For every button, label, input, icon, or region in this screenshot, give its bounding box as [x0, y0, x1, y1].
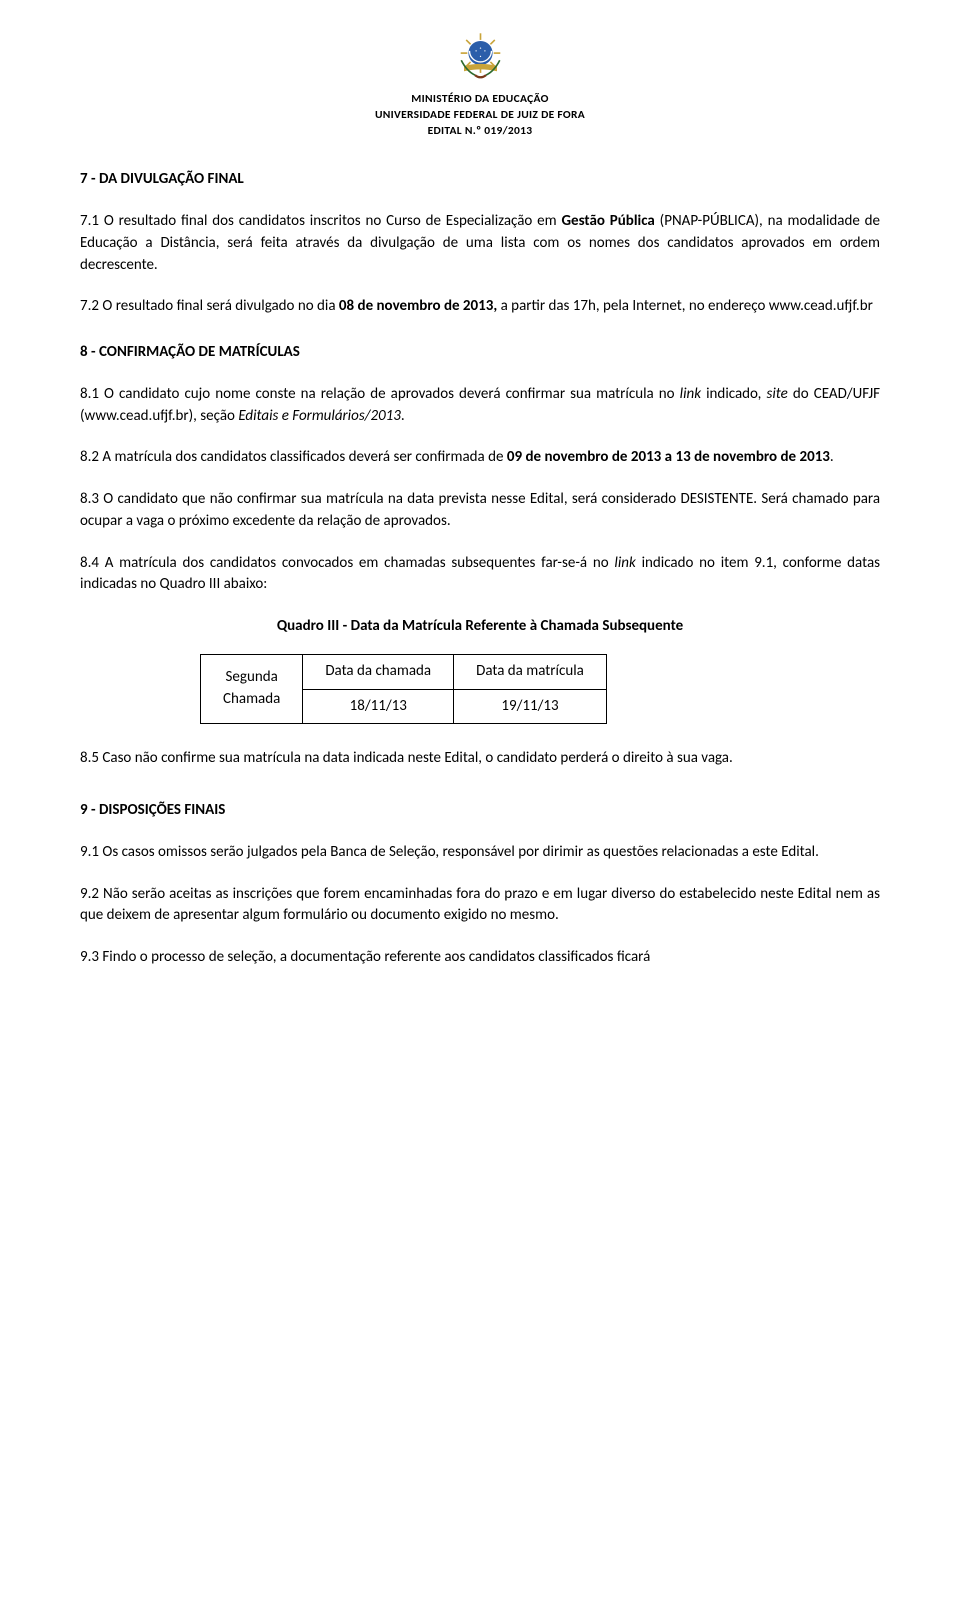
text: . [401, 407, 405, 425]
table-cell-col2: 19/11/13 [454, 689, 607, 724]
section-9-title: 9 - DISPOSIÇÕES FINAIS [80, 800, 880, 822]
text-italic: Editais e Formulários/2013 [238, 407, 401, 425]
table-header-col1: Data da chamada [303, 654, 454, 689]
text: 8.4 A matrícula dos candidatos convocado… [80, 554, 614, 572]
table-row-label: Segunda Chamada [201, 654, 303, 724]
para-7-1: 7.1 O resultado final dos candidatos ins… [80, 211, 880, 276]
quadro-iii-caption: Quadro III - Data da Matrícula Referente… [80, 616, 880, 638]
text: indicado, [701, 385, 766, 403]
quadro-iii-table: Segunda Chamada Data da chamada Data da … [200, 654, 607, 725]
text-bold: 09 de novembro de 2013 a 13 de novembro … [507, 448, 830, 466]
text: 8.2 A matrícula dos candidatos classific… [80, 448, 507, 466]
section-7-title: 7 - DA DIVULGAÇÃO FINAL [80, 169, 880, 191]
text: 7.2 O resultado final será divulgado no … [80, 297, 339, 315]
table-cell-col1: 18/11/13 [303, 689, 454, 724]
coat-of-arms-icon [453, 30, 508, 85]
text: Chamada [223, 690, 280, 708]
para-8-4: 8.4 A matrícula dos candidatos convocado… [80, 553, 880, 597]
table-header-col2: Data da matrícula [454, 654, 607, 689]
text-italic: site [767, 385, 788, 403]
para-9-3: 9.3 Findo o processo de seleção, a docum… [80, 947, 880, 969]
section-8-title: 8 - CONFIRMAÇÃO DE MATRÍCULAS [80, 342, 880, 364]
text: a partir das 17h, pela Internet, no ende… [497, 297, 873, 315]
text-italic: link [680, 385, 701, 403]
table-row: Segunda Chamada Data da chamada Data da … [201, 654, 607, 689]
text: 8.1 O candidato cujo nome conste na rela… [80, 385, 680, 403]
para-8-2: 8.2 A matrícula dos candidatos classific… [80, 447, 880, 469]
text-bold: 08 de novembro de 2013, [339, 297, 497, 315]
text-italic: link [614, 554, 635, 572]
header-line-university: UNIVERSIDADE FEDERAL DE JUIZ DE FORA [80, 107, 880, 123]
header-line-ministry: MINISTÉRIO DA EDUCAÇÃO [80, 91, 880, 107]
document-header: MINISTÉRIO DA EDUCAÇÃO UNIVERSIDADE FEDE… [80, 30, 880, 139]
para-8-5: 8.5 Caso não confirme sua matrícula na d… [80, 748, 880, 770]
text: 7.1 O resultado final dos candidatos ins… [80, 212, 561, 230]
header-line-edital: EDITAL N.º 019/2013 [80, 123, 880, 139]
text: Segunda [226, 668, 278, 686]
para-8-3: 8.3 O candidato que não confirmar sua ma… [80, 489, 880, 533]
text-bold: Gestão Pública [561, 212, 654, 230]
para-8-1: 8.1 O candidato cujo nome conste na rela… [80, 384, 880, 428]
text: . [830, 448, 834, 466]
para-9-1: 9.1 Os casos omissos serão julgados pela… [80, 842, 880, 864]
para-7-2: 7.2 O resultado final será divulgado no … [80, 296, 880, 318]
para-9-2: 9.2 Não serão aceitas as inscrições que … [80, 884, 880, 928]
